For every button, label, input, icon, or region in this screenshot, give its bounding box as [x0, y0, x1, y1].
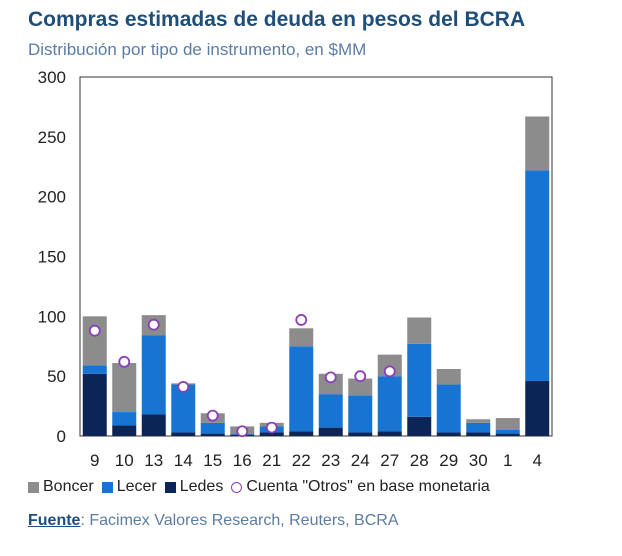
- cuenta-marker: [265, 421, 278, 434]
- legend-label-lecer: Lecer: [116, 478, 157, 495]
- x-tick-label: 22: [292, 451, 311, 470]
- x-tick-label: 16: [233, 451, 252, 470]
- bar-ledes: [318, 427, 343, 436]
- cuenta-marker: [295, 314, 308, 326]
- bar-boncer: [495, 418, 520, 431]
- legend-item-ledes: Ledes: [164, 478, 224, 496]
- cuenta-marker: [206, 409, 219, 422]
- x-tick-label: 9: [90, 451, 99, 470]
- x-tick-label: 29: [439, 451, 458, 470]
- cuenta-marker: [177, 381, 190, 393]
- bar-lecer: [525, 170, 550, 381]
- bar-boncer: [525, 116, 550, 171]
- bar-lecer: [141, 335, 166, 415]
- x-tick-label: 30: [469, 451, 488, 470]
- bar-ledes: [200, 433, 225, 436]
- bar-lecer: [82, 365, 107, 374]
- bar-boncer: [289, 328, 314, 347]
- x-tick-label: 14: [174, 451, 193, 470]
- cuenta-marker: [324, 371, 337, 384]
- legend-label-cuenta: Cuenta "Otros" en base monetaria: [246, 478, 490, 495]
- bar-ledes: [407, 416, 432, 436]
- bar-ledes: [495, 433, 520, 436]
- bar-ledes: [525, 380, 550, 436]
- bar-ledes: [82, 373, 107, 436]
- legend-swatch-boncer: [28, 481, 39, 493]
- bar-ledes: [112, 425, 137, 436]
- bar-boncer: [318, 373, 343, 395]
- bar-ledes: [289, 431, 314, 436]
- bar-boncer: [112, 363, 137, 413]
- cuenta-marker: [236, 425, 249, 438]
- chart-title: Compras estimadas de deuda en pesos del …: [28, 8, 526, 31]
- legend-swatch-lecer: [101, 481, 113, 493]
- bar-lecer: [436, 384, 461, 433]
- bar-lecer: [289, 346, 314, 432]
- bar-lecer: [466, 422, 491, 433]
- cuenta-marker: [118, 355, 131, 368]
- legend-item-boncer: Boncer: [28, 478, 94, 496]
- bar-ledes: [466, 432, 491, 436]
- bar-ledes: [171, 432, 196, 436]
- bar-ledes: [141, 414, 166, 436]
- legend-swatch-ledes: [164, 481, 176, 493]
- y-tick-label: 150: [38, 248, 66, 267]
- y-tick-label: 100: [38, 307, 66, 326]
- cuenta-marker: [88, 324, 101, 337]
- bar-boncer: [82, 316, 107, 366]
- legend-marker-cuenta: [231, 481, 243, 493]
- plot-frame: [79, 76, 553, 437]
- bar-ledes: [259, 432, 284, 436]
- x-tick-label: 27: [380, 451, 399, 470]
- x-tick-label: 28: [410, 451, 429, 470]
- legend-label-boncer: Boncer: [43, 478, 94, 495]
- bar-lecer: [200, 422, 225, 434]
- legend-item-lecer: Lecer: [101, 478, 157, 496]
- x-tick-label: 23: [321, 451, 340, 470]
- x-tick-label: 1: [503, 451, 512, 470]
- x-tick-label: 21: [262, 451, 281, 470]
- x-tick-label: 24: [351, 451, 370, 470]
- bar-boncer: [436, 368, 461, 385]
- y-tick-label: 50: [47, 367, 66, 386]
- chart-subtitle: Distribución por tipo de instrumento, en…: [28, 40, 367, 59]
- bar-boncer: [466, 419, 491, 423]
- x-tick-label: 4: [533, 451, 542, 470]
- legend: Boncer Lecer Ledes Cuenta "Otros" en bas…: [28, 478, 498, 496]
- bar-ledes: [377, 431, 402, 436]
- cuenta-marker: [383, 365, 396, 378]
- source-label: Fuente: [28, 512, 81, 529]
- y-tick-label: 250: [38, 128, 66, 147]
- source-text: : Facimex Valores Research, Reuters, BCR…: [80, 512, 399, 529]
- bar-boncer: [377, 354, 402, 377]
- x-tick-label: 13: [144, 451, 163, 470]
- y-tick-label: 200: [38, 188, 66, 207]
- bar-boncer: [407, 317, 432, 344]
- cuenta-marker: [147, 318, 160, 331]
- legend-label-ledes: Ledes: [179, 478, 224, 495]
- bar-boncer: [348, 378, 373, 396]
- y-tick-label: 300: [38, 68, 66, 87]
- bar-lecer: [348, 395, 373, 433]
- cuenta-marker: [354, 370, 367, 383]
- x-tick-label: 15: [203, 451, 222, 470]
- bar-lecer: [495, 430, 520, 434]
- x-tick-label: 10: [115, 451, 134, 470]
- legend-item-cuenta: Cuenta "Otros" en base monetaria: [231, 478, 490, 496]
- bar-lecer: [318, 394, 343, 428]
- source-note: Fuente: Facimex Valores Research, Reuter…: [28, 512, 398, 530]
- y-tick-label: 0: [57, 427, 66, 446]
- bar-lecer: [407, 343, 432, 417]
- bar-lecer: [112, 412, 137, 426]
- bar-ledes: [436, 432, 461, 436]
- bar-lecer: [377, 376, 402, 432]
- bar-ledes: [348, 432, 373, 436]
